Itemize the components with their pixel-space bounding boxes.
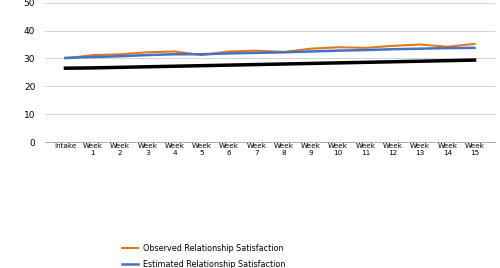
- Estimated Relationship Satisfaction: [417, 47, 423, 50]
- Observed Relationship Satisfaction: [417, 43, 423, 46]
- Estimated Relationship Satisfaction: [472, 46, 478, 49]
- Estimated Relationship Satisfaction: [90, 55, 96, 59]
- Higher Emotion Regulation Difficulties With Relationship Satisfaction: [172, 65, 177, 68]
- Estimated Relationship Satisfaction: [117, 55, 123, 58]
- Estimated Relationship Satisfaction: [62, 56, 68, 59]
- Higher Emotion Regulation Difficulties With Relationship Satisfaction: [90, 66, 96, 69]
- Observed Relationship Satisfaction: [444, 45, 450, 48]
- Observed Relationship Satisfaction: [472, 42, 478, 46]
- Estimated Relationship Satisfaction: [444, 47, 450, 50]
- Higher Emotion Regulation Difficulties With Relationship Satisfaction: [280, 62, 286, 66]
- Observed Relationship Satisfaction: [226, 50, 232, 53]
- Higher Emotion Regulation Difficulties With Relationship Satisfaction: [472, 58, 478, 62]
- Observed Relationship Satisfaction: [308, 47, 314, 50]
- Line: Estimated Relationship Satisfaction: Estimated Relationship Satisfaction: [66, 48, 474, 58]
- Estimated Relationship Satisfaction: [199, 53, 205, 56]
- Higher Emotion Regulation Difficulties With Relationship Satisfaction: [199, 64, 205, 67]
- Observed Relationship Satisfaction: [280, 50, 286, 54]
- Higher Emotion Regulation Difficulties With Relationship Satisfaction: [308, 62, 314, 65]
- Higher Emotion Regulation Difficulties With Relationship Satisfaction: [254, 63, 260, 66]
- Observed Relationship Satisfaction: [335, 46, 341, 49]
- Higher Emotion Regulation Difficulties With Relationship Satisfaction: [226, 64, 232, 67]
- Observed Relationship Satisfaction: [362, 46, 368, 49]
- Higher Emotion Regulation Difficulties With Relationship Satisfaction: [390, 60, 396, 63]
- Higher Emotion Regulation Difficulties With Relationship Satisfaction: [417, 59, 423, 63]
- Estimated Relationship Satisfaction: [308, 50, 314, 53]
- Observed Relationship Satisfaction: [390, 44, 396, 47]
- Higher Emotion Regulation Difficulties With Relationship Satisfaction: [117, 66, 123, 69]
- Estimated Relationship Satisfaction: [362, 49, 368, 52]
- Observed Relationship Satisfaction: [90, 54, 96, 57]
- Estimated Relationship Satisfaction: [335, 49, 341, 52]
- Estimated Relationship Satisfaction: [390, 48, 396, 51]
- Line: Observed Relationship Satisfaction: Observed Relationship Satisfaction: [66, 44, 474, 58]
- Estimated Relationship Satisfaction: [172, 53, 177, 56]
- Higher Emotion Regulation Difficulties With Relationship Satisfaction: [444, 59, 450, 62]
- Line: Higher Emotion Regulation Difficulties With Relationship Satisfaction: Higher Emotion Regulation Difficulties W…: [66, 60, 474, 68]
- Higher Emotion Regulation Difficulties With Relationship Satisfaction: [335, 61, 341, 65]
- Estimated Relationship Satisfaction: [254, 51, 260, 54]
- Higher Emotion Regulation Difficulties With Relationship Satisfaction: [144, 65, 150, 68]
- Observed Relationship Satisfaction: [117, 53, 123, 56]
- Observed Relationship Satisfaction: [254, 49, 260, 52]
- Observed Relationship Satisfaction: [172, 50, 177, 53]
- Estimated Relationship Satisfaction: [144, 54, 150, 57]
- Observed Relationship Satisfaction: [199, 54, 205, 57]
- Estimated Relationship Satisfaction: [280, 51, 286, 54]
- Observed Relationship Satisfaction: [144, 51, 150, 54]
- Observed Relationship Satisfaction: [62, 57, 68, 60]
- Legend: Observed Relationship Satisfaction, Estimated Relationship Satisfaction, Higher : Observed Relationship Satisfaction, Esti…: [118, 241, 422, 268]
- Higher Emotion Regulation Difficulties With Relationship Satisfaction: [62, 66, 68, 70]
- Estimated Relationship Satisfaction: [226, 52, 232, 55]
- Higher Emotion Regulation Difficulties With Relationship Satisfaction: [362, 61, 368, 64]
